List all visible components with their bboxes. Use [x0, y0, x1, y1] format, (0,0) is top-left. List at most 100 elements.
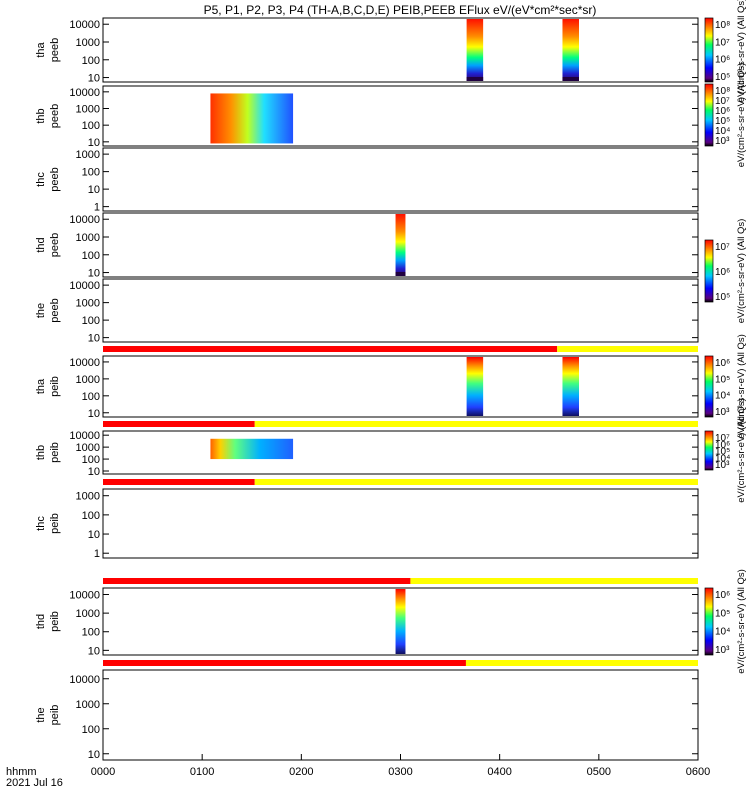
spectrogram-block [466, 19, 484, 81]
colorbar-strip [704, 430, 714, 471]
colorbar-tick-label: 10⁴ [715, 126, 730, 137]
colorbar-tick-label: 10⁴ [715, 391, 730, 402]
spectrogram-block [466, 357, 484, 416]
y-tick-label: 1000 [76, 37, 100, 49]
y-tick-label: 10 [88, 268, 100, 280]
colorbar-label: eV/(cm²-s-sr-eV) (All Qs) [736, 63, 747, 168]
flag-bar-yellow [465, 660, 698, 666]
y-tick-label: 100 [82, 510, 100, 522]
panel-instrument-label: peeb [49, 167, 61, 191]
panel-the_peeb: 10000 1000 100 10 the peeb [35, 278, 699, 345]
x-tick-label: 0000 [91, 766, 115, 778]
panel-probe-label: the [35, 707, 47, 722]
y-tick-label: 1000 [76, 442, 100, 454]
panel-thc_peeb: 1000 100 10 1 thc peeb [35, 147, 699, 214]
spectrogram-block [210, 93, 294, 144]
panel-frame [102, 212, 699, 278]
spectrogram-block [395, 214, 406, 276]
y-tick-label: 100 [82, 315, 100, 327]
colorbar-label: eV/(cm²-s-sr-eV) (All Qs) [736, 398, 747, 503]
colorbar-tick-label: 10⁴ [715, 627, 730, 638]
panel-frame [102, 488, 699, 559]
panel-instrument-label: peeb [49, 233, 61, 257]
colorbar-tick-label: 10⁶ [715, 358, 730, 369]
y-tick-label: 1000 [76, 491, 100, 503]
y-tick-label: 10 [88, 529, 100, 541]
spectrogram-base-band [562, 77, 579, 81]
spectrogram-block [562, 19, 579, 81]
y-tick-label: 10 [88, 466, 100, 478]
y-tick-label: 1000 [76, 232, 100, 244]
y-tick-label: 100 [82, 167, 100, 179]
x-tick-label: 0600 [686, 766, 710, 778]
flag-bar-red [103, 578, 411, 584]
x-tick-label: 0100 [190, 766, 214, 778]
colorbar-peeb_a: 10⁸ 10⁷ 10⁶ 10⁵ eV/(cm²-s-sr-eV) (All Qs) [704, 0, 747, 102]
y-tick-label: 1000 [76, 149, 100, 161]
time-unit-label: hhmm [6, 766, 37, 778]
panel-instrument-label: peib [49, 376, 61, 397]
colorbar-label: eV/(cm²-s-sr-eV) (All Qs) [736, 334, 747, 439]
panel-instrument-label: peib [49, 513, 61, 534]
flag-bar-red [103, 346, 558, 352]
y-tick-label: 10000 [69, 674, 100, 686]
quality-flag-bars [103, 346, 698, 666]
x-tick-label: 0500 [587, 766, 611, 778]
y-tick-label: 100 [82, 627, 100, 639]
colorbar-peeb_d: 10⁷ 10⁶ 10⁵ eV/(cm²-s-sr-eV) (All Qs) [704, 219, 747, 324]
colorbar-strip [704, 83, 714, 147]
flag-bar-yellow [254, 421, 698, 427]
panel-tha_peeb: 10000 1000 100 10 tha peeb [35, 17, 699, 85]
colorbar-label: eV/(cm²-s-sr-eV) (All Qs) [736, 219, 747, 324]
colorbar-tick-label: 10⁷ [715, 433, 730, 444]
spectrogram-base-band [466, 77, 484, 81]
date-label: 2021 Jul 16 [6, 777, 63, 789]
y-tick-label: 100 [82, 391, 100, 403]
colorbar-tick-label: 10⁵ [715, 374, 730, 385]
colorbar-tick-label: 10⁶ [715, 440, 730, 451]
colorbar-tick-label: 10³ [715, 645, 730, 656]
colorbar-label: eV/(cm²-s-sr-eV) (All Qs) [736, 569, 747, 674]
colorbar-tick-label: 10⁵ [715, 292, 730, 303]
colorbar-tick-label: 10⁵ [715, 72, 730, 83]
flag-bar-red [103, 660, 466, 666]
panel-probe-label: tha [35, 378, 47, 394]
panel-the_peib: 10000 1000 100 10 the peib [35, 669, 699, 761]
y-tick-label: 100 [82, 454, 100, 466]
panel-thc_peib: 1000 100 10 1 thc peib [35, 488, 699, 560]
panel-probe-label: thb [35, 108, 47, 123]
panel-frame [102, 147, 699, 212]
panel-instrument-label: peeb [49, 298, 61, 322]
panel-frame [102, 669, 699, 761]
colorbar-tick-label: 10³ [715, 460, 730, 471]
y-tick-label: 1 [94, 548, 100, 560]
y-tick-label: 100 [82, 55, 100, 67]
colorbar-tick-label: 10⁶ [715, 267, 730, 278]
y-tick-label: 10 [88, 137, 100, 149]
panel-thd_peib: 10000 1000 100 10 thd peib [35, 587, 699, 657]
colorbar-strip [704, 239, 714, 303]
y-tick-label: 10 [88, 184, 100, 196]
colorbar-tick-label: 10⁵ [715, 116, 730, 127]
y-tick-label: 10000 [69, 19, 100, 31]
panel-probe-label: tha [35, 41, 47, 57]
x-tick-label: 0200 [289, 766, 313, 778]
colorbar-strip [704, 17, 714, 83]
y-tick-label: 1000 [76, 374, 100, 386]
panel-frame [102, 355, 699, 418]
panel-thd_peeb: 10000 1000 100 10 thd peeb [35, 212, 699, 280]
colorbar-tick-label: 10⁷ [715, 96, 730, 107]
y-tick-label: 100 [82, 724, 100, 736]
panel-probe-label: thb [35, 445, 47, 460]
panel-instrument-label: peeb [49, 38, 61, 62]
y-tick-label: 10 [88, 749, 100, 761]
colorbar-tick-label: 10³ [715, 407, 730, 418]
panel-probe-label: thc [35, 172, 47, 187]
panel-frame [102, 587, 699, 656]
panel-frame [102, 17, 699, 83]
spectrogram-base-band [395, 272, 406, 276]
